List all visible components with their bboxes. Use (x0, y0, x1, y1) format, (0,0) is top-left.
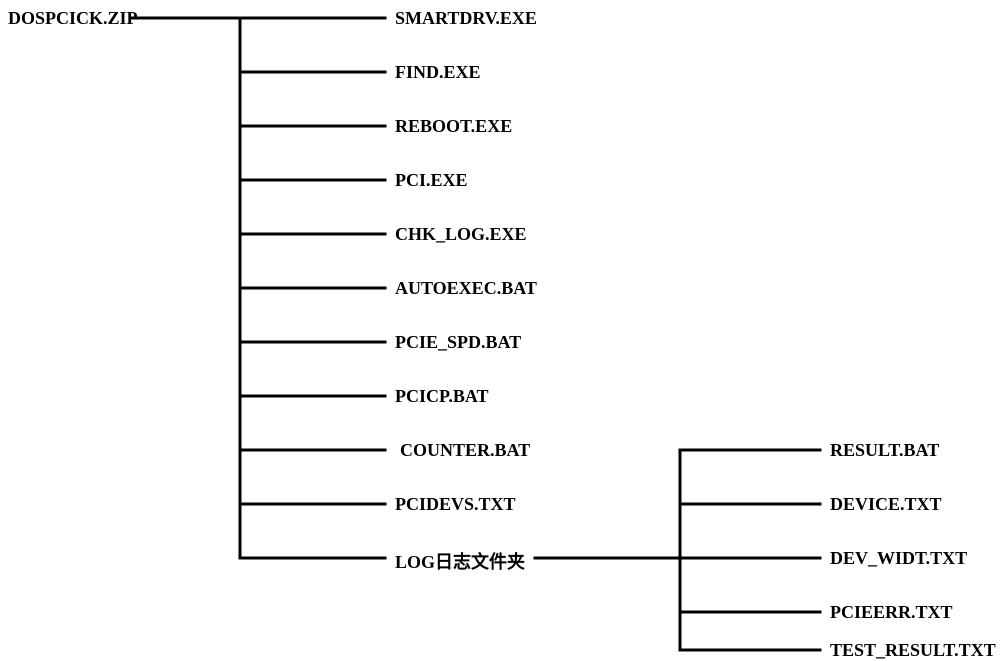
node-test-result-txt: TEST_RESULT.TXT (830, 640, 996, 661)
node-pcieerr-txt: PCIEERR.TXT (830, 602, 953, 623)
node-pcie-spd-bat: PCIE_SPD.BAT (395, 332, 521, 353)
node-reboot-exe: REBOOT.EXE (395, 116, 512, 137)
node-pci-exe: PCI.EXE (395, 170, 468, 191)
node-smartdrv-exe: SMARTDRV.EXE (395, 8, 537, 29)
tree-diagram: DOSPCICK.ZIP SMARTDRV.EXE FIND.EXE REBOOT.E… (0, 0, 1000, 659)
node-pcicp-bat: PCICP.BAT (395, 386, 489, 407)
node-dev-widt-txt: DEV_WIDT.TXT (830, 548, 967, 569)
node-autoexec-bat: AUTOEXEC.BAT (395, 278, 537, 299)
node-log-: LOG日志文件夹 (395, 548, 525, 574)
node-find-exe: FIND.EXE (395, 62, 481, 83)
node-device-txt: DEVICE.TXT (830, 494, 942, 515)
node-pcidevs-txt: PCIDEVS.TXT (395, 494, 516, 515)
node-counter-bat: COUNTER.BAT (400, 440, 530, 461)
node-root: DOSPCICK.ZIP (8, 8, 138, 29)
node-chk-log-exe: CHK_LOG.EXE (395, 224, 527, 245)
node-result-bat: RESULT.BAT (830, 440, 939, 461)
